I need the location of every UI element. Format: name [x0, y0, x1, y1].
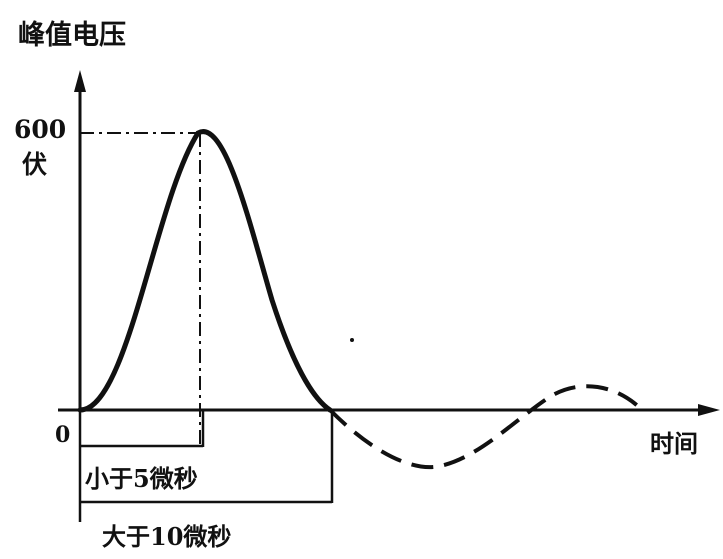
diagram-title: 峰值电压: [18, 20, 126, 51]
peak-value-label: 600: [14, 115, 66, 144]
voltage-pulse-curve: [77, 129, 333, 413]
scan-speck: [350, 338, 354, 342]
origin-label: 0: [55, 422, 70, 448]
x-axis-label: 时间: [650, 429, 698, 458]
damped-oscillation-curve: [328, 384, 642, 470]
rise-time-label: 小于5微秒: [85, 464, 198, 493]
x-axis-arrow: [698, 404, 720, 416]
y-axis-arrow: [74, 70, 86, 92]
fall-time-label: 大于10微秒: [102, 522, 231, 551]
peak-unit-label: 伏: [22, 150, 47, 179]
